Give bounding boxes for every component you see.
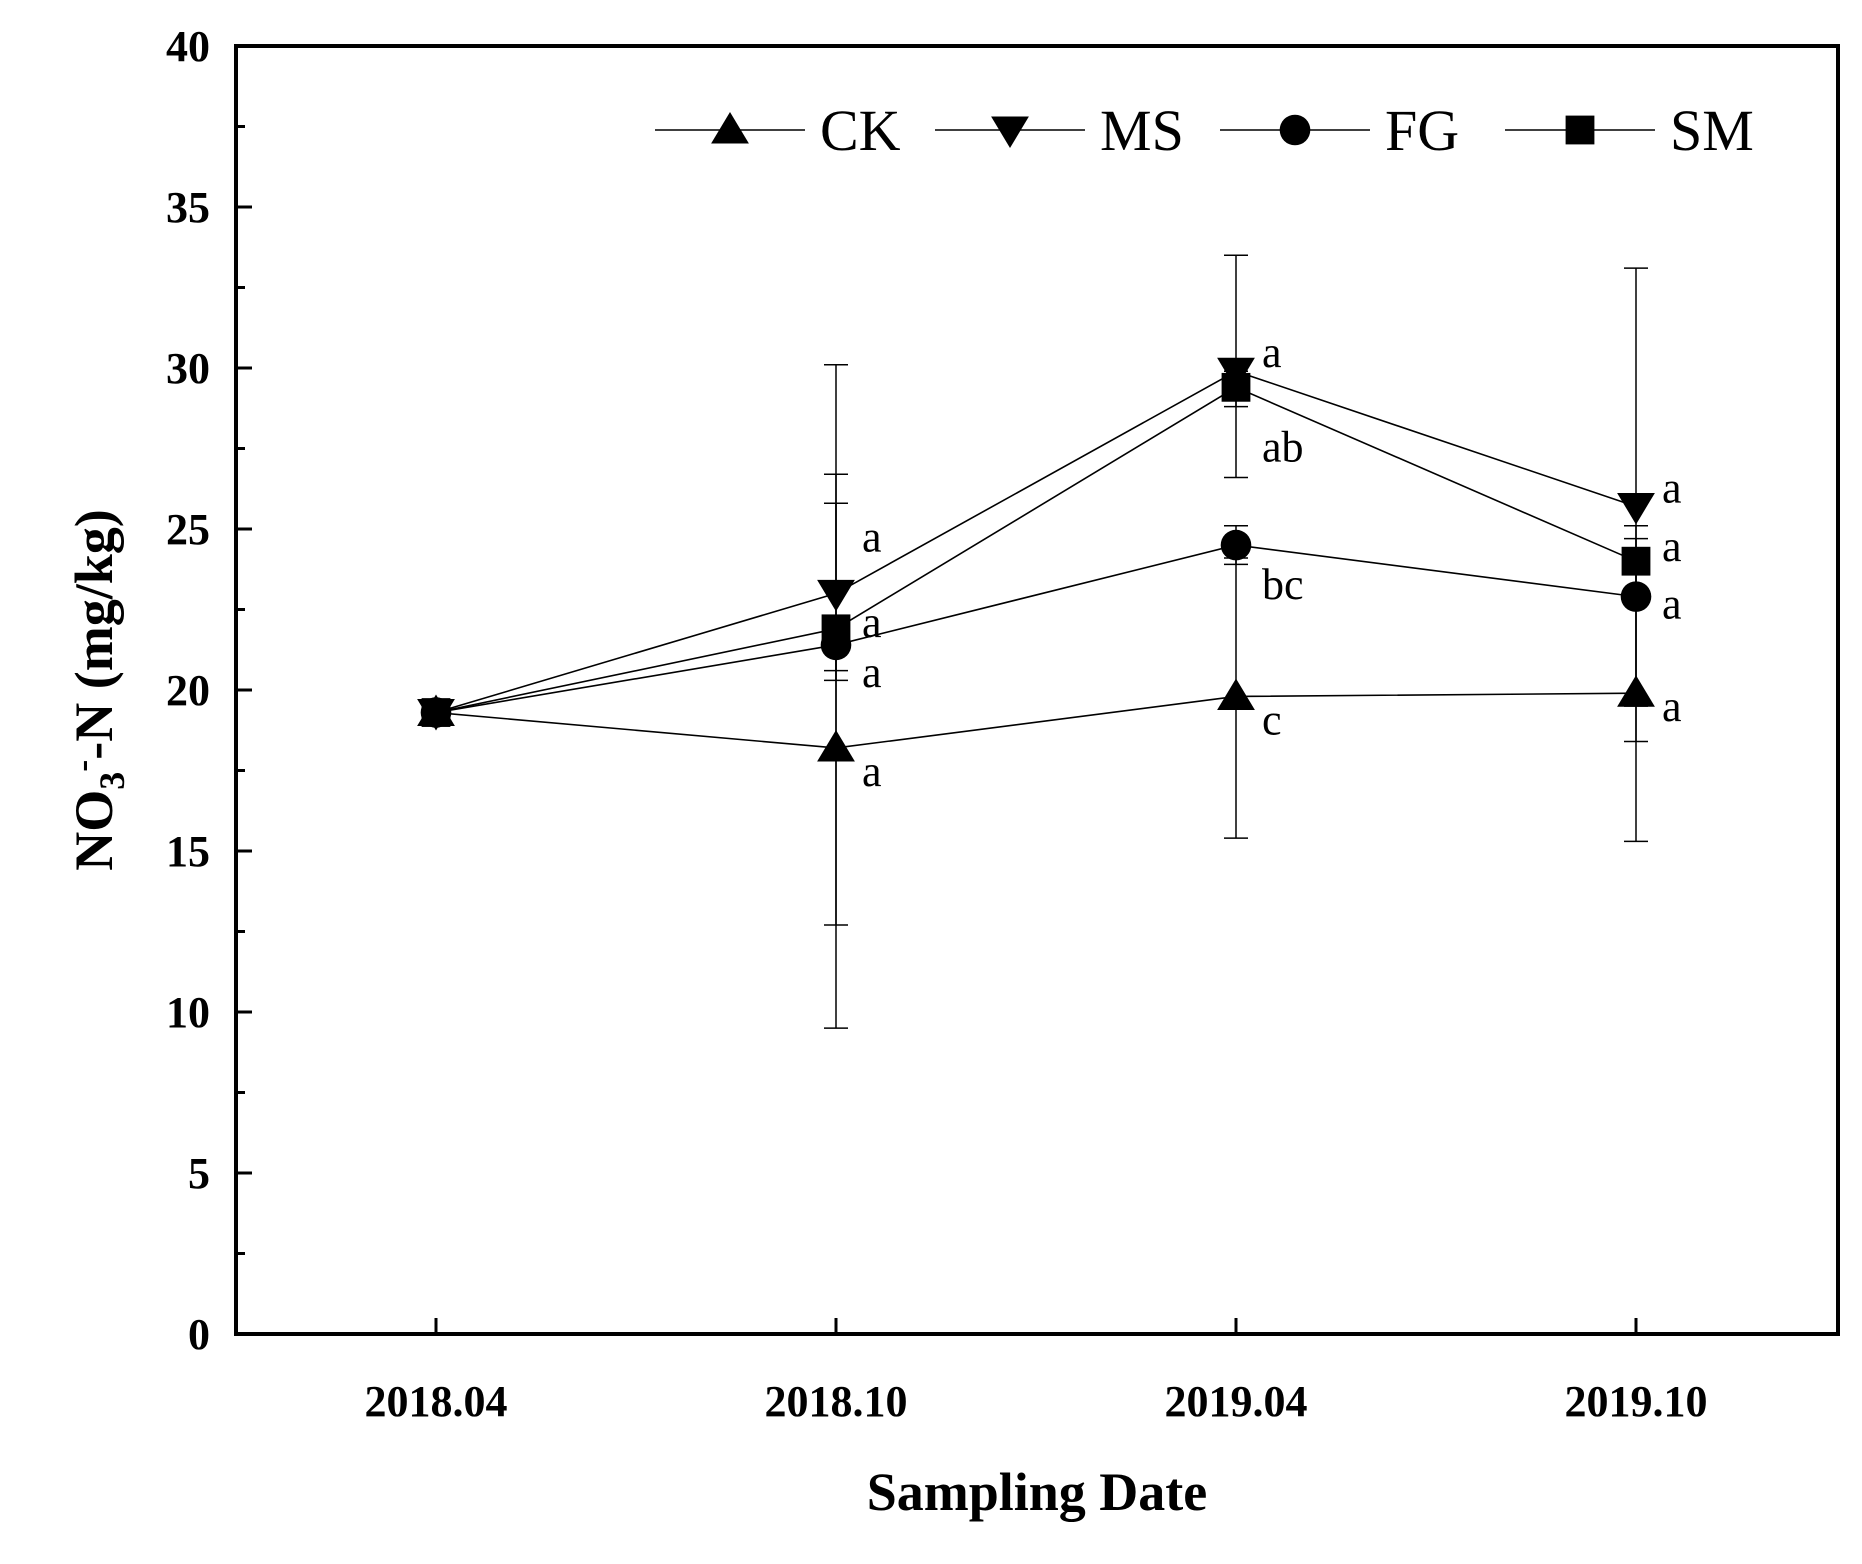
point-sm [1221, 372, 1251, 402]
sig-label-sm: a [862, 598, 882, 647]
sig-label-sm: a [1662, 522, 1682, 571]
point-fg [1620, 581, 1652, 612]
sig-label-fg: a [1662, 580, 1682, 629]
axis-ticks [236, 44, 1638, 1336]
y-axis-title: NO3--N (mg/kg) [62, 509, 132, 870]
point-sm [821, 614, 851, 644]
sig-label-fg: bc [1262, 560, 1304, 609]
y-tick-label: 40 [166, 22, 210, 71]
y-tick-label: 5 [188, 1149, 210, 1198]
sig-label-ck: c [1262, 695, 1282, 744]
legend: CK MS FG SM [655, 98, 1754, 163]
y-tick-label: 20 [166, 666, 210, 715]
y-tick-label: 30 [166, 344, 210, 393]
legend-marker-sm [1565, 115, 1595, 145]
y-tick-label: 10 [166, 988, 210, 1037]
sig-label-ms: a [1262, 328, 1282, 377]
sig-label-sm: ab [1262, 422, 1304, 471]
sig-label-ck: a [1662, 682, 1682, 731]
point-ms [1617, 492, 1655, 525]
legend-label-sm: SM [1670, 98, 1754, 163]
series-line-ms [435, 370, 1637, 714]
sig-label-ms: a [862, 512, 882, 561]
legend-label-ms: MS [1100, 98, 1184, 163]
legend-label-ck: CK [820, 98, 901, 163]
series-line-sm [435, 386, 1637, 714]
legend-marker-ms [991, 116, 1029, 148]
series-line-ck [435, 692, 1637, 749]
data-markers [417, 357, 1655, 762]
y-tick-label: 25 [166, 505, 210, 554]
series-lines [435, 370, 1637, 749]
point-ck [1217, 678, 1255, 710]
point-sm [1621, 546, 1651, 576]
sig-label-ck: a [862, 747, 882, 796]
y-axis-title-subscript: 3 [92, 772, 132, 790]
series-line-fg [435, 544, 1637, 714]
point-sm [421, 698, 451, 727]
legend-label-fg: FG [1385, 98, 1459, 163]
x-tick-label: 2018.04 [365, 1377, 508, 1426]
y-tick-label: 35 [166, 183, 210, 232]
y-tick-label: 15 [166, 827, 210, 876]
point-ms [817, 579, 855, 612]
y-axis-title-superscript: - [62, 760, 102, 772]
point-ck [1617, 675, 1655, 707]
legend-marker-fg [1279, 114, 1311, 146]
y-axis-title-suffix: -N (mg/kg) [64, 509, 124, 759]
tick-labels: 0 5 10 15 20 25 30 35 40 2018.04 2018.10 2019.04 201… [166, 22, 1708, 1426]
y-tick-label: 0 [188, 1310, 210, 1359]
point-ck [817, 729, 855, 762]
plot-frame [234, 44, 1840, 1336]
sig-label-fg: a [862, 648, 882, 697]
x-tick-label: 2019.04 [1165, 1377, 1308, 1426]
point-fg [1220, 529, 1252, 561]
x-tick-label: 2019.10 [1565, 1377, 1708, 1426]
legend-marker-ck [711, 112, 749, 144]
x-axis-title: Sampling Date [867, 1462, 1208, 1522]
y-axis-title-prefix: NO [64, 790, 124, 871]
sig-label-ms: a [1662, 463, 1682, 512]
x-tick-label: 2018.10 [765, 1377, 908, 1426]
